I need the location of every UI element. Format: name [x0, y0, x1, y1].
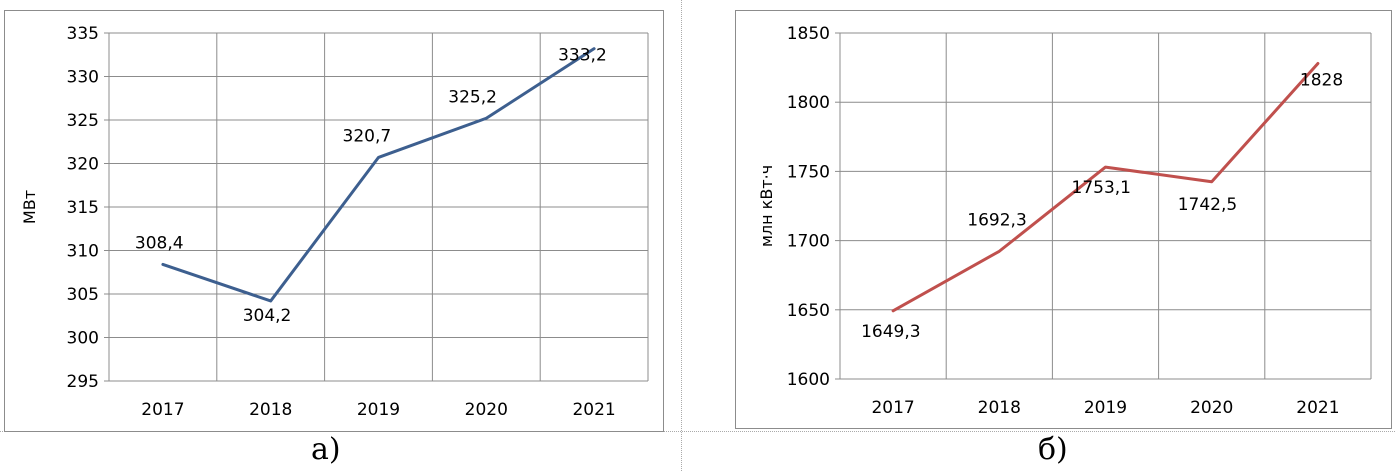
chart-a-y-tick-label: 300	[67, 329, 99, 349]
chart-a-data-label: 320,7	[343, 126, 392, 146]
chart-b-series-line	[891, 61, 1320, 313]
chart-b-data-label: 1742,5	[1178, 195, 1237, 215]
chart-a-series-line	[161, 47, 596, 303]
chart-b-data-label: 1828	[1300, 70, 1343, 90]
caption-b: б)	[1038, 432, 1068, 467]
chart-a-y-axis-title: МВт	[20, 190, 39, 224]
chart-b-y-tick-label: 1650	[787, 301, 830, 321]
chart-a-x-tick-label: 2019	[357, 400, 400, 420]
chart-b-y-tick-label: 1800	[787, 93, 830, 113]
chart-a-x-tick-label: 2021	[572, 400, 615, 420]
chart-a-x-tick-label: 2017	[141, 400, 184, 420]
chart-a-y-tick-label: 330	[67, 68, 99, 88]
chart-a-y-tick-label: 310	[67, 242, 99, 262]
chart-b-y-tick-label: 1700	[787, 232, 830, 252]
chart-a-y-tick-label: 295	[67, 372, 99, 392]
chart-b-data-label: 1649,3	[861, 322, 920, 342]
chart-a-y-tick-label: 320	[67, 155, 99, 175]
chart-b-y-tick-label: 1600	[787, 370, 830, 390]
chart-b-x-tick-label: 2017	[871, 398, 914, 418]
chart-a-data-label: 333,2	[558, 46, 607, 66]
chart-b-x-tick-label: 2021	[1296, 398, 1339, 418]
chart-b-y-axis-title: млн кВт·ч	[757, 165, 776, 247]
chart-a-y-tick-label: 325	[67, 111, 99, 131]
chart-b-y-tick-label: 1850	[787, 24, 830, 44]
chart-a-data-label: 308,4	[135, 233, 184, 253]
chart-a-y-tick-label: 305	[67, 285, 99, 305]
caption-a: а)	[311, 432, 341, 467]
chart-a: 295 300 305 310 315 320 325 330 335 2017 2018 2019 2…	[20, 24, 649, 420]
chart-b-data-label: 1753,1	[1072, 178, 1131, 198]
chart-a-y-tick-label: 335	[67, 24, 99, 44]
chart-b-data-label: 1692,3	[967, 210, 1026, 230]
chart-a-y-tick-label: 315	[67, 198, 99, 218]
chart-a-x-tick-label: 2020	[465, 400, 508, 420]
chart-a-x-tick-label: 2018	[249, 400, 292, 420]
chart-a-data-label: 304,2	[243, 306, 292, 326]
table-divider-horizontal	[0, 431, 1395, 432]
chart-b: 1600 1650 1700 1750 1800 1850 2017 2018 2019 2020…	[757, 24, 1372, 418]
chart-b-y-tick-label: 1750	[787, 162, 830, 182]
chart-b-x-tick-label: 2019	[1084, 398, 1127, 418]
chart-b-x-tick-label: 2020	[1190, 398, 1233, 418]
table-divider-vertical	[681, 0, 682, 471]
chart-a-frame: 295 300 305 310 315 320 325 330 335 2017 2018 2019 2…	[4, 10, 664, 432]
chart-b-x-tick-label: 2018	[978, 398, 1021, 418]
chart-a-data-label: 325,2	[448, 87, 497, 107]
chart-b-frame: 1600 1650 1700 1750 1800 1850 2017 2018 2019 2020…	[735, 10, 1392, 429]
